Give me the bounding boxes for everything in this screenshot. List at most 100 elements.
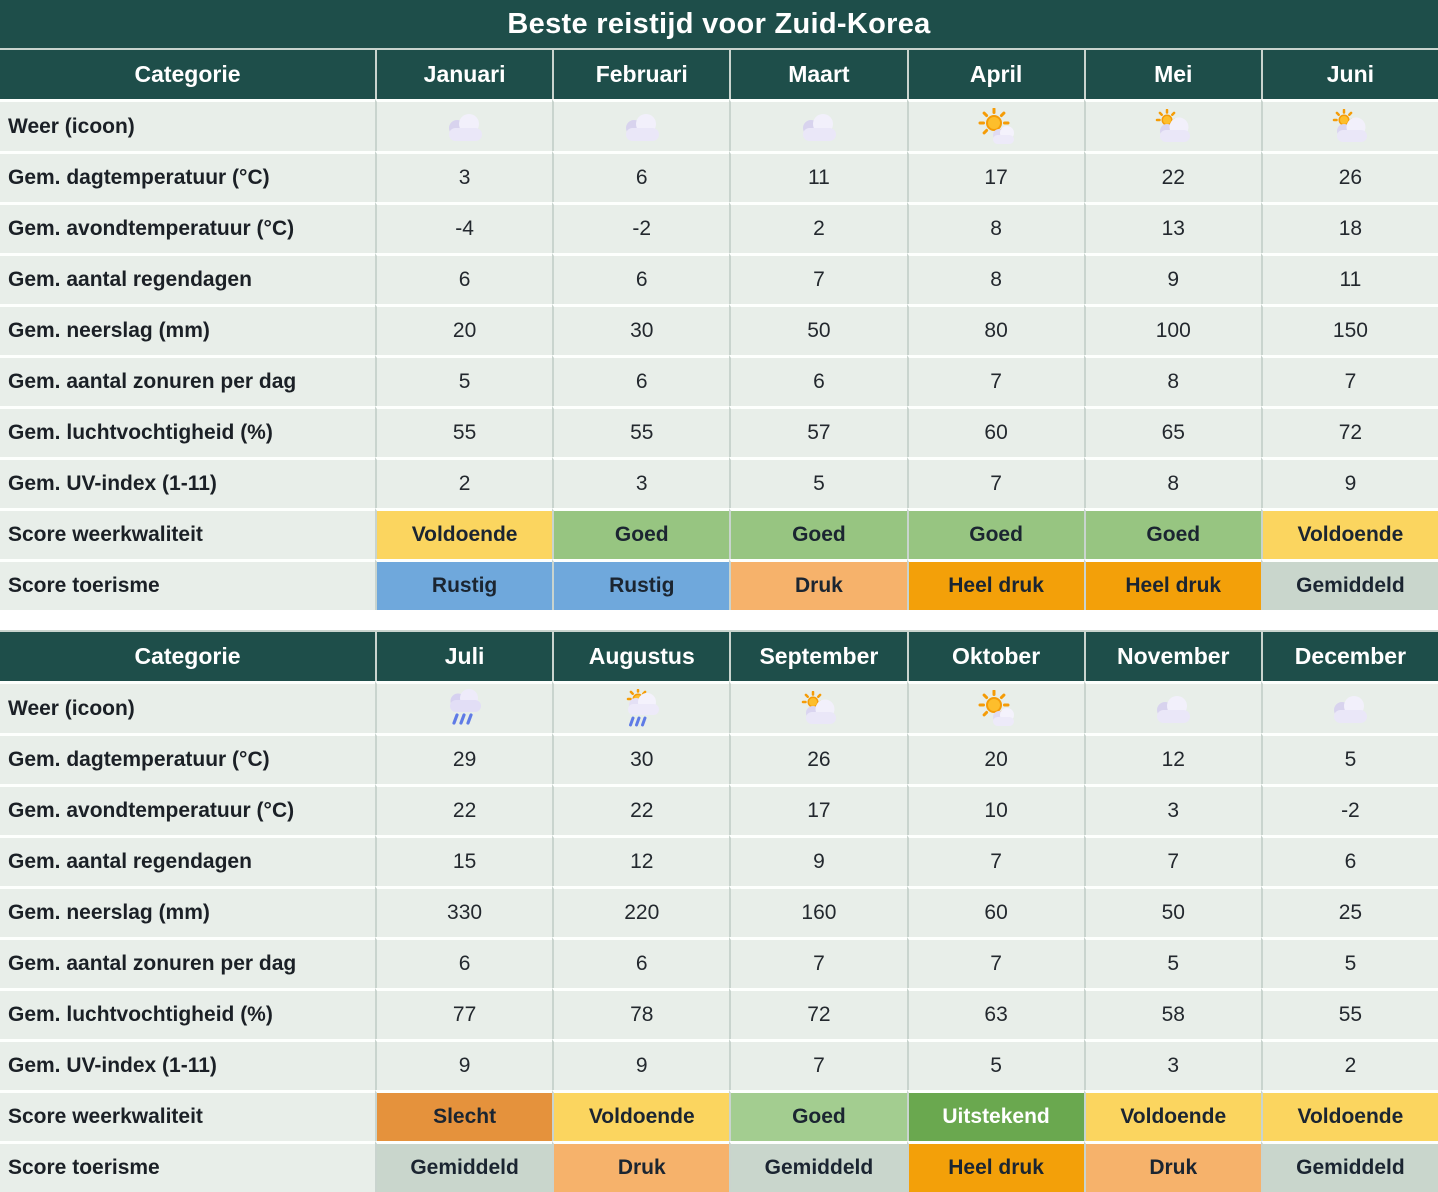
cloud-icon <box>625 113 659 141</box>
row-label: Gem. neerslag (mm) <box>0 304 375 355</box>
row-label: Gem. aantal regendagen <box>0 253 375 304</box>
weather-icon-cell <box>1260 99 1438 151</box>
score-cell: Gemiddeld <box>375 1141 553 1192</box>
value-cell: 20 <box>375 304 553 355</box>
cloud-icon <box>802 113 836 141</box>
row-label: Score toerisme <box>0 559 375 610</box>
month-header: November <box>1083 630 1261 681</box>
row-label: Gem. aantal zonuren per dag <box>0 937 375 988</box>
value-cell: 22 <box>552 784 730 835</box>
weather-icon-cell <box>375 99 553 151</box>
value-cell: 8 <box>1083 457 1261 508</box>
score-cell: Heel druk <box>906 559 1084 610</box>
row-label: Gem. neerslag (mm) <box>0 886 375 937</box>
sun-behind-cloud-icon <box>1333 108 1368 142</box>
score-cell: Gemiddeld <box>1260 559 1438 610</box>
score-cell: Gemiddeld <box>1260 1141 1438 1192</box>
sun-rain-cloud-icon <box>626 688 659 726</box>
value-cell: 65 <box>1083 406 1261 457</box>
table-divider <box>0 610 1438 630</box>
weather-icon-cell <box>906 99 1084 151</box>
value-cell: 18 <box>1260 202 1438 253</box>
month-header: Februari <box>552 48 730 99</box>
value-cell: 17 <box>906 151 1084 202</box>
weather-icon-cell <box>552 99 730 151</box>
value-cell: -2 <box>552 202 730 253</box>
row-label: Gem. UV-index (1-11) <box>0 457 375 508</box>
value-cell: 8 <box>1083 355 1261 406</box>
value-cell: 5 <box>1260 937 1438 988</box>
value-cell: 2 <box>729 202 907 253</box>
value-cell: 13 <box>1083 202 1261 253</box>
cloud-icon <box>448 113 482 141</box>
score-cell: Goed <box>729 1090 907 1141</box>
value-cell: 6 <box>552 253 730 304</box>
value-cell: 330 <box>375 886 553 937</box>
value-cell: 12 <box>1083 733 1261 784</box>
value-cell: 3 <box>375 151 553 202</box>
value-cell: 55 <box>1260 988 1438 1039</box>
value-cell: 9 <box>729 835 907 886</box>
value-cell: 7 <box>906 355 1084 406</box>
score-cell: Voldoende <box>1260 508 1438 559</box>
value-cell: 5 <box>906 1039 1084 1090</box>
value-cell: 22 <box>375 784 553 835</box>
month-header: April <box>906 48 1084 99</box>
row-label: Score weerkwaliteit <box>0 508 375 559</box>
value-cell: 6 <box>375 937 553 988</box>
cloud-icon <box>1157 695 1191 723</box>
weather-icon-cell <box>729 681 907 733</box>
month-header: Juni <box>1260 48 1438 99</box>
score-cell: Voldoende <box>1260 1090 1438 1141</box>
value-cell: 7 <box>1260 355 1438 406</box>
value-cell: 2 <box>1260 1039 1438 1090</box>
score-cell: Slecht <box>375 1090 553 1141</box>
value-cell: 20 <box>906 733 1084 784</box>
score-cell: Goed <box>1083 508 1261 559</box>
value-cell: 7 <box>906 835 1084 886</box>
value-cell: 29 <box>375 733 553 784</box>
value-cell: 150 <box>1260 304 1438 355</box>
weather-icon-cell <box>906 681 1084 733</box>
sun-cloud-icon <box>978 107 1015 144</box>
value-cell: 10 <box>906 784 1084 835</box>
row-label: Gem. UV-index (1-11) <box>0 1039 375 1090</box>
value-cell: 26 <box>1260 151 1438 202</box>
category-header: Categorie <box>0 630 375 681</box>
value-cell: 17 <box>729 784 907 835</box>
weather-icon-cell <box>1083 99 1261 151</box>
row-label: Gem. dagtemperatuur (°C) <box>0 151 375 202</box>
value-cell: 9 <box>552 1039 730 1090</box>
value-cell: 15 <box>375 835 553 886</box>
climate-table-jan-jun: Categorie Januari Februari Maart April M… <box>0 48 1438 610</box>
month-header: Oktober <box>906 630 1084 681</box>
value-cell: 6 <box>1260 835 1438 886</box>
value-cell: 50 <box>1083 886 1261 937</box>
value-cell: 2 <box>375 457 553 508</box>
value-cell: 160 <box>729 886 907 937</box>
value-cell: 22 <box>1083 151 1261 202</box>
value-cell: 60 <box>906 886 1084 937</box>
month-header: Augustus <box>552 630 730 681</box>
score-cell: Druk <box>552 1141 730 1192</box>
month-header: December <box>1260 630 1438 681</box>
value-cell: 5 <box>1083 937 1261 988</box>
cloud-icon <box>1334 695 1368 723</box>
title-bar: Beste reistijd voor Zuid-Korea <box>0 0 1438 48</box>
value-cell: 72 <box>1260 406 1438 457</box>
value-cell: 72 <box>729 988 907 1039</box>
page-title: Beste reistijd voor Zuid-Korea <box>507 7 931 40</box>
score-cell: Voldoende <box>375 508 553 559</box>
value-cell: 7 <box>1083 835 1261 886</box>
row-label: Weer (icoon) <box>0 681 375 733</box>
month-header: Maart <box>729 48 907 99</box>
value-cell: 80 <box>906 304 1084 355</box>
value-cell: 77 <box>375 988 553 1039</box>
value-cell: 50 <box>729 304 907 355</box>
value-cell: 6 <box>552 151 730 202</box>
value-cell: 9 <box>375 1039 553 1090</box>
month-header: Juli <box>375 630 553 681</box>
value-cell: 6 <box>552 937 730 988</box>
value-cell: 3 <box>1083 784 1261 835</box>
score-cell: Rustig <box>375 559 553 610</box>
